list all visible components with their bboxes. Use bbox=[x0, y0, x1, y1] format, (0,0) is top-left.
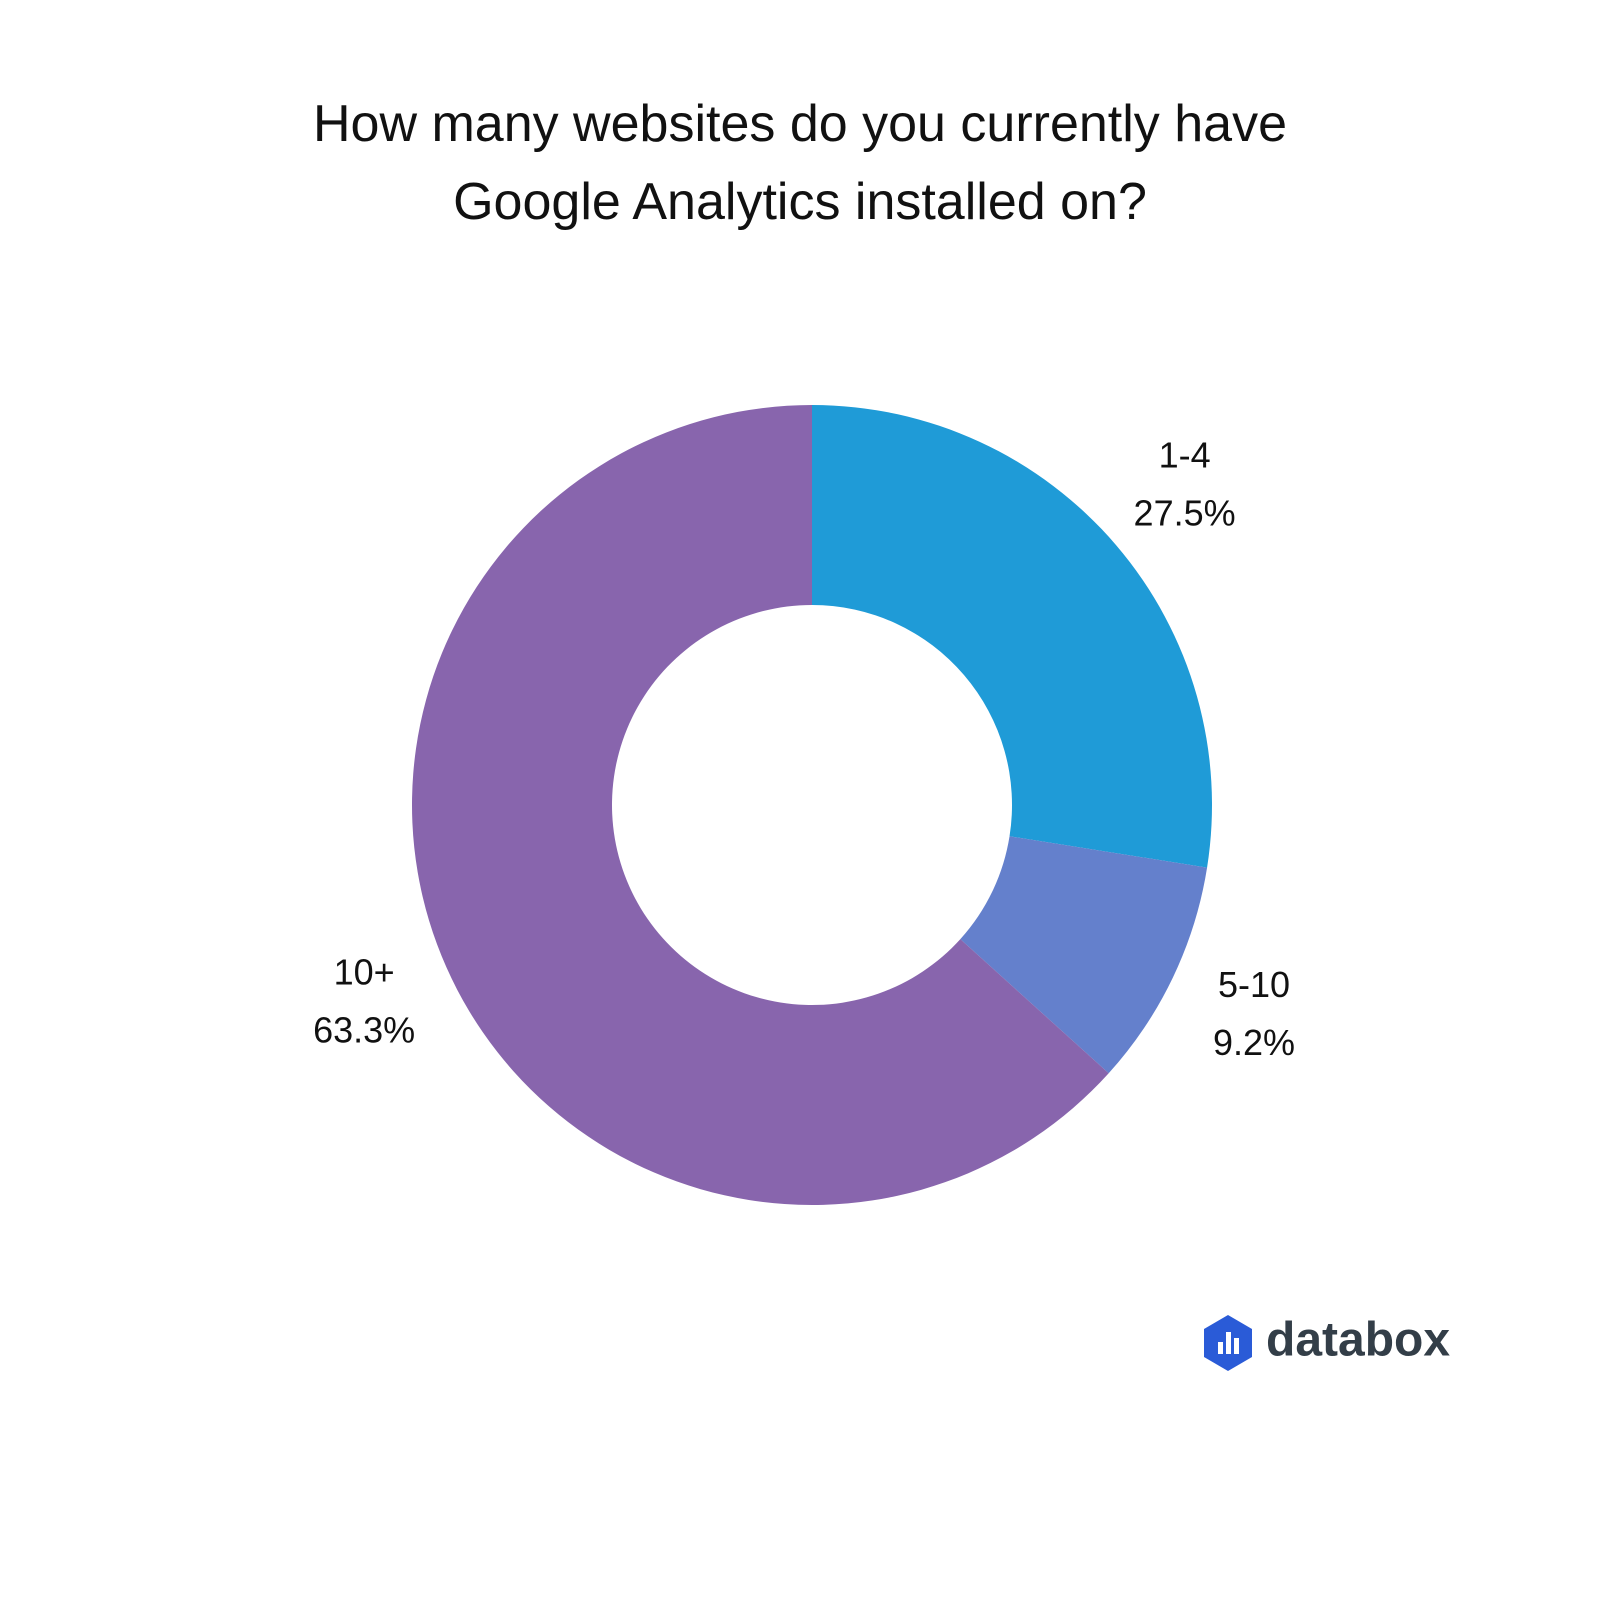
logo-bar bbox=[1234, 1338, 1239, 1354]
slice-value-label: 63.3% bbox=[313, 1009, 415, 1050]
donut-slice bbox=[960, 836, 1208, 1074]
logo-bar bbox=[1218, 1342, 1223, 1354]
logo: databox bbox=[1204, 1314, 1450, 1371]
donut-slice bbox=[411, 405, 1109, 1205]
slice-category-label: 10+ bbox=[334, 951, 395, 992]
logo-bar bbox=[1226, 1332, 1231, 1354]
donut-slice bbox=[812, 405, 1212, 868]
slice-value-label: 27.5% bbox=[1134, 492, 1236, 533]
slice-category-label: 5-10 bbox=[1218, 964, 1290, 1005]
logo-text: databox bbox=[1266, 1314, 1450, 1367]
slice-value-label: 9.2% bbox=[1213, 1022, 1295, 1063]
slice-category-label: 1-4 bbox=[1159, 434, 1211, 475]
chart-title: How many websites do you currently have … bbox=[312, 95, 1287, 231]
